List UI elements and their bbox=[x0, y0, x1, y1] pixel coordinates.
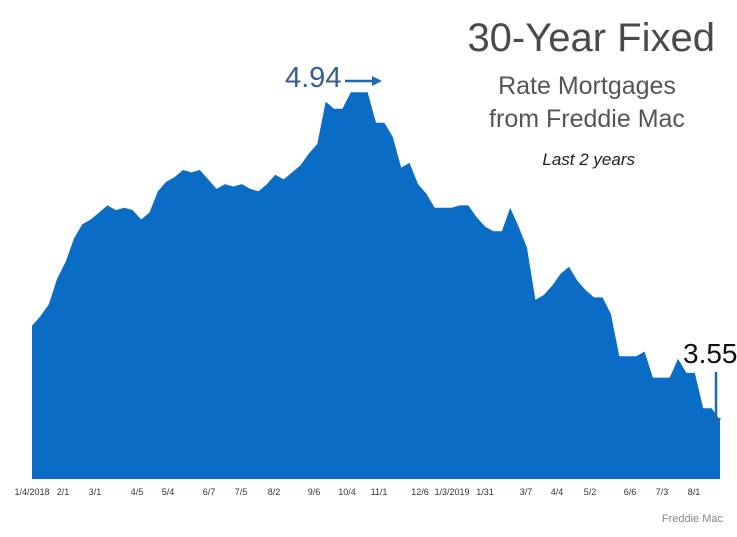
x-tick-label: 6/7 bbox=[203, 487, 216, 497]
x-tick-label: 2/1 bbox=[57, 487, 70, 497]
x-tick-label: 4/5 bbox=[131, 487, 144, 497]
x-tick-label: 10/4 bbox=[338, 487, 356, 497]
x-tick-label: 3/1 bbox=[89, 487, 102, 497]
x-tick-label: 8/1 bbox=[688, 487, 701, 497]
end-arrow-head bbox=[711, 418, 721, 428]
chart-subtitle: Rate Mortgages from Freddie Mac bbox=[467, 70, 707, 136]
x-tick-label: 12/6 bbox=[411, 487, 429, 497]
rate-area-series bbox=[32, 92, 720, 479]
peak-value-label: 4.94 bbox=[285, 62, 342, 94]
x-tick-label: 7/5 bbox=[235, 487, 248, 497]
chart-title: 30-Year Fixed bbox=[467, 16, 715, 60]
x-tick-label: 11/1 bbox=[371, 487, 388, 497]
subtitle-note: Last 2 years bbox=[542, 150, 635, 169]
x-tick-label: 7/3 bbox=[656, 487, 669, 497]
x-tick-label: 1/31 bbox=[476, 487, 494, 497]
x-tick-label: 5/2 bbox=[584, 487, 597, 497]
source-credit: Freddie Mac bbox=[661, 513, 723, 525]
x-tick-label: 8/2 bbox=[268, 487, 281, 497]
subtitle-line-1: Rate Mortgages bbox=[498, 72, 676, 100]
x-tick-label: 3/7 bbox=[520, 487, 533, 497]
x-tick-label: 9/6 bbox=[308, 487, 321, 497]
x-tick-label: 1/4/2018 bbox=[14, 487, 49, 497]
end-value-label: 3.55 bbox=[683, 338, 737, 369]
x-tick-label: 5/4 bbox=[162, 487, 175, 497]
peak-arrow-head bbox=[372, 76, 382, 86]
subtitle-line-2: from Freddie Mac bbox=[489, 105, 685, 133]
x-tick-label: 6/6 bbox=[624, 487, 637, 497]
x-tick-label: 1/3/2019 bbox=[434, 487, 469, 497]
x-tick-label: 4/4 bbox=[551, 487, 564, 497]
